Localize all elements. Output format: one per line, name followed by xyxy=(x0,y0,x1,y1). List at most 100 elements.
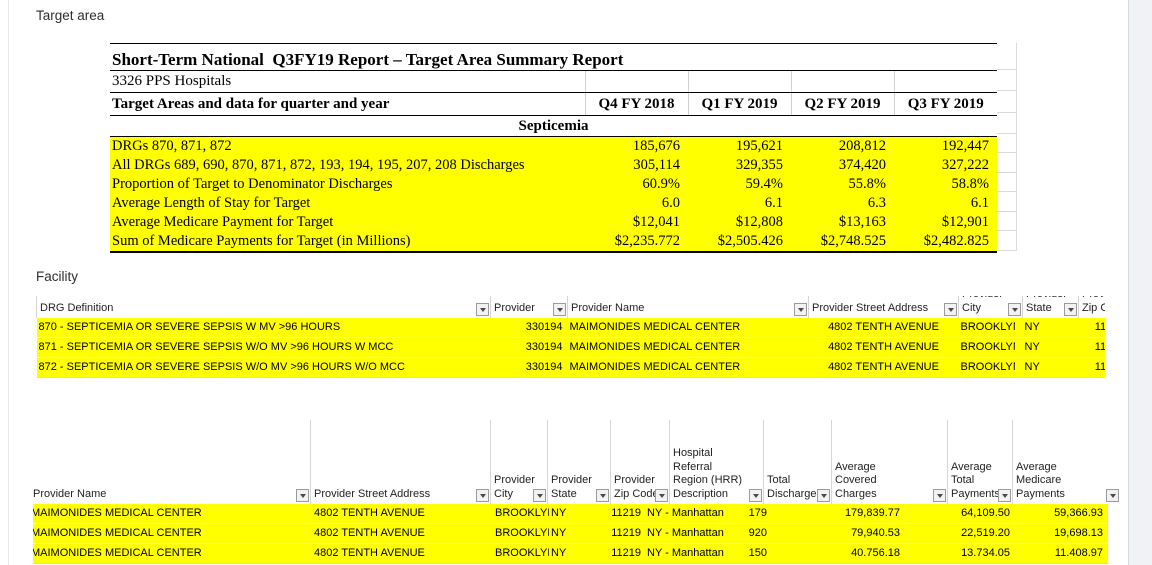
filter-dropdown-icon[interactable] xyxy=(794,303,807,316)
state-cell: NY xyxy=(549,523,580,544)
average-total-payments-cell: 22,519.20 xyxy=(905,523,1015,544)
average-medicare-payments-cell: 19,698.13 xyxy=(1015,523,1108,544)
table-row: MAIMONIDES MEDICAL CENTER 4802 TENTH AVE… xyxy=(33,523,1108,544)
filter-dropdown-icon[interactable] xyxy=(944,303,957,316)
street-address-cell: 4802 TENTH AVENUE xyxy=(312,543,493,564)
hrr-description-cell: NY - Manhattan xyxy=(645,504,745,524)
provider-id-cell: 330194 xyxy=(490,337,568,358)
average-covered-charges-cell: 179,839.77 xyxy=(770,504,905,524)
drg-provider-table-viewport: DRG Definition Provider Provider Name Pr… xyxy=(36,296,1105,378)
column-header-provider-name: Provider Name xyxy=(33,420,311,504)
zip-cell: 11219 xyxy=(1078,337,1105,358)
section-header: Septicemia xyxy=(110,115,998,137)
filter-dropdown-icon[interactable] xyxy=(933,489,946,502)
quarter-header: Q3 FY 2019 xyxy=(893,92,998,116)
metric-label: Sum of Medicare Payments for Target (in … xyxy=(110,232,585,253)
facility-table-viewport: Provider Name Provider Street Address Pr… xyxy=(33,420,1120,565)
empty-grid-cell xyxy=(997,70,1017,91)
filter-dropdown-icon[interactable] xyxy=(476,489,489,502)
metric-value: 374,420 xyxy=(791,156,894,175)
facility-table-body: MAIMONIDES MEDICAL CENTER 4802 TENTH AVE… xyxy=(33,504,1108,564)
table-row: MAIMONIDES MEDICAL CENTER 4802 TENTH AVE… xyxy=(33,504,1108,524)
state-cell: NY xyxy=(549,504,580,524)
header-row: Provider Name Provider Street Address Pr… xyxy=(33,420,1120,504)
total-discharges-cell: 150 xyxy=(745,543,770,564)
empty-grid-cell xyxy=(997,91,1017,113)
average-total-payments-cell: 13.734.05 xyxy=(905,543,1015,564)
target-area-summary-table: Short-Term National Q3FY19 Report – Targ… xyxy=(110,43,998,253)
metric-value: 327,222 xyxy=(894,156,998,175)
street-address-cell: 4802 TENTH AVENUE xyxy=(312,504,493,524)
filter-dropdown-icon[interactable] xyxy=(553,303,566,316)
table-row: Average Length of Stay for Target 6.0 6.… xyxy=(110,194,998,213)
empty-grid-cell xyxy=(997,153,1017,173)
drg-provider-table: DRG Definition Provider Provider Name Pr… xyxy=(36,296,1105,378)
average-medicare-payments-cell: 59,366.93 xyxy=(1015,504,1108,524)
filter-dropdown-icon[interactable] xyxy=(1008,303,1021,316)
metric-value: $2,482.825 xyxy=(894,232,998,253)
metric-value: 6.1 xyxy=(894,194,998,213)
average-covered-charges-cell: 79,940.53 xyxy=(770,523,905,544)
empty-grid-cell xyxy=(997,173,1017,192)
street-address-cell: 4802 TENTH AVENUE xyxy=(808,357,959,378)
state-cell: NY xyxy=(1022,337,1079,358)
metric-value: 59.4% xyxy=(688,175,791,194)
metric-value: $12,808 xyxy=(688,213,791,232)
filter-dropdown-icon[interactable] xyxy=(1106,489,1119,502)
filter-dropdown-icon[interactable] xyxy=(998,489,1011,502)
provider-name-cell: MAIMONIDES MEDICAL CENTER xyxy=(33,523,312,544)
filter-dropdown-icon[interactable] xyxy=(296,489,309,502)
zip-cell: 11219 xyxy=(1078,357,1105,378)
hrr-description-cell: NY - Manhattan xyxy=(645,543,745,564)
empty-grid-cell xyxy=(997,113,1017,134)
column-header-hrr-description: Hospital Referral Region (HRR) Descripti… xyxy=(669,420,764,504)
metric-label: All DRGs 689, 690, 870, 871, 872, 193, 1… xyxy=(110,156,585,175)
filter-dropdown-icon[interactable] xyxy=(1064,303,1077,316)
zip-cell: 11219 xyxy=(580,543,645,564)
metric-value: 329,355 xyxy=(688,156,791,175)
drg-definition-cell: 870 - SEPTICEMIA OR SEVERE SEPSIS W MV >… xyxy=(36,318,491,338)
table-row: All DRGs 689, 690, 870, 871, 872, 193, 1… xyxy=(110,156,998,175)
column-header-average-total-payments: Average Total Payments xyxy=(947,420,1013,504)
filter-dropdown-icon[interactable] xyxy=(655,489,668,502)
filter-dropdown-icon[interactable] xyxy=(533,489,546,502)
drg-definition-cell: 872 - SEPTICEMIA OR SEVERE SEPSIS W/O MV… xyxy=(36,357,491,378)
metric-value: 185,676 xyxy=(585,136,688,156)
provider-id-cell: 330194 xyxy=(490,357,568,378)
filter-dropdown-icon[interactable] xyxy=(476,303,489,316)
street-address-cell: 4802 TENTH AVENUE xyxy=(808,337,959,358)
column-header-provider-state: Provider State xyxy=(547,420,611,504)
metric-value: 208,812 xyxy=(791,136,894,156)
provider-name-cell: MAIMONIDES MEDICAL CENTER xyxy=(33,504,312,524)
metric-value: 6.1 xyxy=(688,194,791,213)
metric-value: 195,621 xyxy=(688,136,791,156)
metric-value: 55.8% xyxy=(791,175,894,194)
provider-name-cell: MAIMONIDES MEDICAL CENTER xyxy=(567,357,809,378)
column-header-provider: Provider xyxy=(490,296,568,318)
report-subtitle: 3326 PPS Hospitals xyxy=(110,70,585,93)
state-cell: NY xyxy=(1022,357,1079,378)
column-header-provider-zip-code: Provider Zip Code xyxy=(1078,296,1105,318)
column-header-average-covered-charges: Average Covered Charges xyxy=(831,420,948,504)
column-header-provider-street-address: Provider Street Address xyxy=(808,296,959,318)
empty-cell xyxy=(687,70,791,93)
metric-value: 58.8% xyxy=(894,175,998,194)
column-header-provider-state: Provider State xyxy=(1022,296,1079,318)
drg-definition-cell: 871 - SEPTICEMIA OR SEVERE SEPSIS W/O MV… xyxy=(36,337,491,358)
filter-dropdown-icon[interactable] xyxy=(817,489,830,502)
quarter-header: Q2 FY 2019 xyxy=(790,92,894,116)
average-total-payments-cell: 64,109.50 xyxy=(905,504,1015,524)
empty-grid-cell xyxy=(997,43,1017,70)
table-row: MAIMONIDES MEDICAL CENTER 4802 TENTH AVE… xyxy=(33,543,1108,564)
filter-dropdown-icon[interactable] xyxy=(596,489,609,502)
page-left-divider xyxy=(8,0,9,565)
table-row: 871 - SEPTICEMIA OR SEVERE SEPSIS W/O MV… xyxy=(36,337,1105,358)
empty-grid-cell xyxy=(997,134,1017,153)
average-medicare-payments-cell: 11.408.97 xyxy=(1015,543,1108,564)
filter-dropdown-icon[interactable] xyxy=(749,489,762,502)
